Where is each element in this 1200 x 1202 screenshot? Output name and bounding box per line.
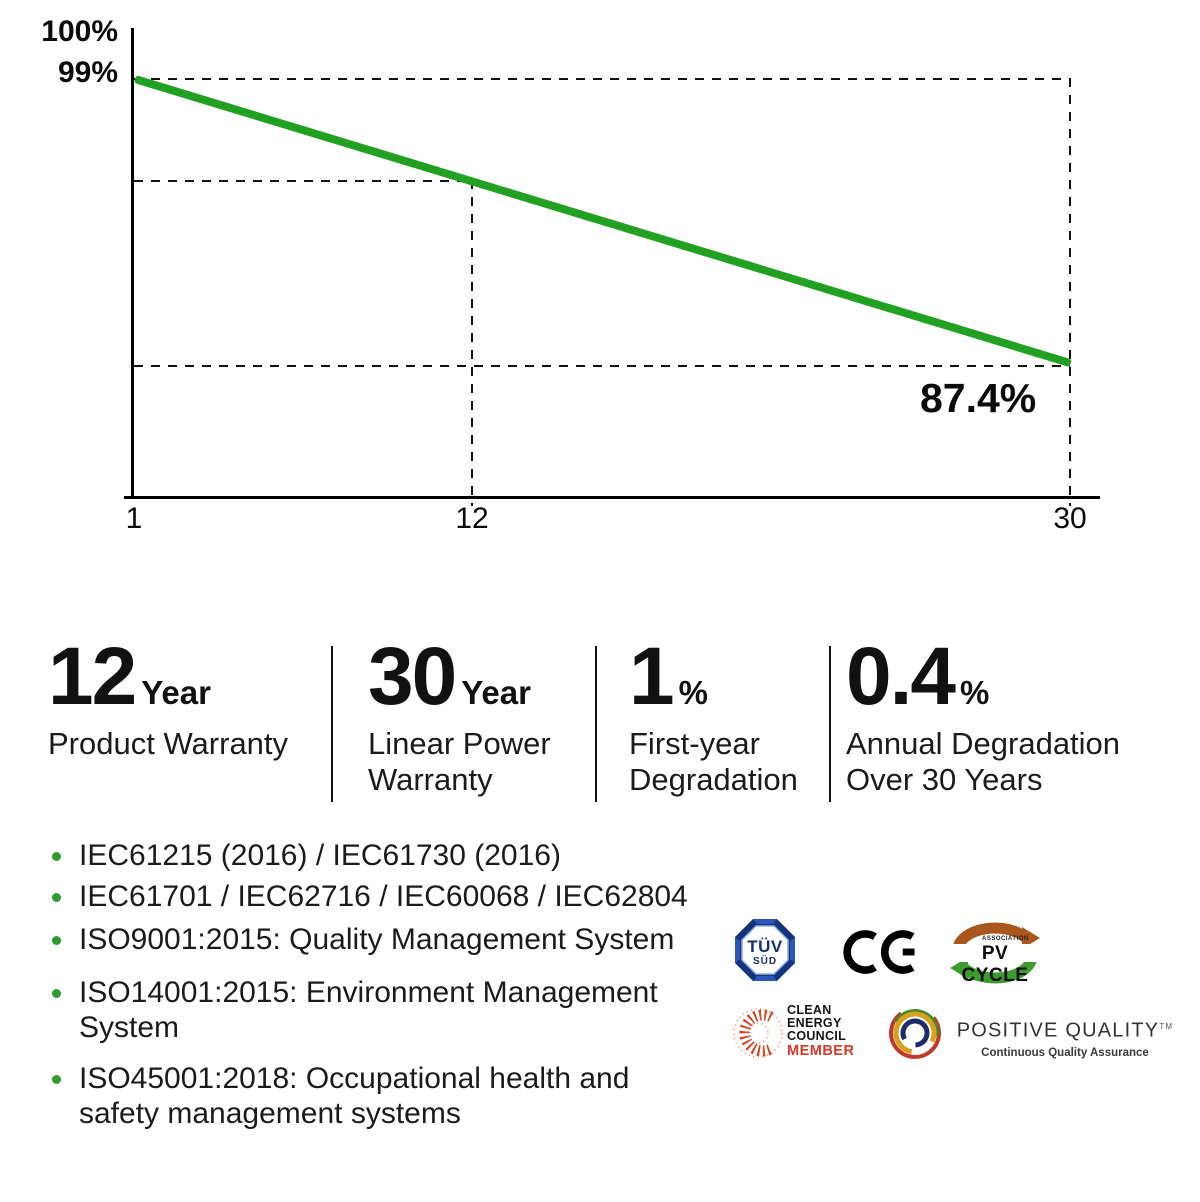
ce-mark-icon (838, 926, 918, 978)
x-axis (124, 496, 1100, 499)
stat-unit: % (960, 674, 990, 711)
certification-item: ISO9001:2015: Quality Management System (52, 922, 702, 957)
cec-member-text: MEMBER (787, 1043, 855, 1060)
stat-product-warranty: 12 Year Product Warranty (48, 636, 288, 762)
x-tick-30: 30 (1053, 502, 1087, 535)
bullet-icon (52, 989, 61, 998)
divider (595, 646, 597, 802)
certification-item: IEC61701 / IEC62716 / IEC60068 / IEC6280… (52, 879, 702, 914)
tuv-sud-logo: TÜV SÜD (733, 917, 797, 983)
pv-cycle-name-text: PV CYCLE (961, 943, 1029, 986)
certification-text: IEC61701 / IEC62716 / IEC60068 / IEC6280… (79, 880, 688, 913)
y-axis-label-100: 100% (41, 15, 118, 48)
cec-text-block: CLEAN ENERGY COUNCIL MEMBER (787, 1003, 855, 1060)
y-axis-label-99: 99% (57, 56, 118, 89)
certification-text: IEC61215 (2016) / IEC61730 (2016) (79, 839, 561, 872)
bullet-icon (52, 893, 61, 902)
stat-value-row: 30 Year (368, 636, 583, 718)
y-axis (131, 28, 134, 499)
pq-title: POSITIVE QUALITYTM (954, 1016, 1176, 1042)
stat-annual-degradation: 0.4% Annual Degradation Over 30 Years (846, 636, 1166, 798)
x-tick-1: 1 (125, 502, 143, 535)
positive-quality-logo: POSITIVE QUALITYTM Continuous Quality As… (888, 1002, 1172, 1064)
x-tick-12: 12 (455, 502, 489, 535)
trademark-symbol: TM (1159, 1022, 1174, 1031)
stat-unit: Year (461, 674, 531, 711)
certification-item: ISO45001:2018: Occupational health and s… (52, 1061, 702, 1131)
pq-subtitle: Continuous Quality Assurance (981, 1046, 1149, 1059)
cec-line: COUNCIL (787, 1028, 847, 1043)
swirl-icon (889, 1007, 941, 1059)
stat-value: 1 (629, 631, 675, 722)
stat-value: 12 (48, 631, 137, 722)
warranty-chart: 100% 99% 1 12 30 87.4% (0, 0, 1200, 560)
pv-cycle-association-text: ASSOCIATION (982, 936, 1029, 942)
certification-item: ISO14001:2015: Environment Management Sy… (52, 975, 702, 1045)
tuv-octagon-icon (735, 919, 795, 981)
stat-label: Linear Power Warranty (368, 726, 551, 797)
pq-title-text: POSITIVE QUALITY (956, 1019, 1160, 1042)
stat-value-row: 1% (629, 636, 844, 718)
ce-arcs (843, 930, 915, 974)
cec-line: ENERGY (787, 1015, 842, 1030)
stat-unit: Year (141, 674, 211, 711)
stat-value: 30 (368, 631, 457, 722)
stat-linear-power-warranty: 30 Year Linear Power Warranty (368, 636, 583, 798)
certification-text: ISO9001:2015: Quality Management System (79, 923, 675, 956)
stat-label: Product Warranty (48, 726, 289, 761)
recycle-arrows-icon (948, 922, 1042, 984)
stat-first-year-degradation: 1% First-year Degradation (629, 636, 844, 798)
guide-line-x12 (471, 180, 473, 506)
stat-value-row: 12 Year (48, 636, 288, 718)
stat-label: First-year Degradation (629, 726, 798, 797)
stat-value-row: 0.4% (846, 636, 1166, 718)
guide-line-874pct (134, 365, 1070, 367)
dotted-c-icon (733, 1008, 783, 1058)
divider (331, 646, 333, 802)
pv-cycle-logo: ASSOCIATION PV CYCLE (948, 920, 1042, 986)
guide-line-x30 (1069, 78, 1071, 506)
certification-text: ISO45001:2018: Occupational health and s… (79, 1062, 630, 1130)
guide-line-99pct (134, 78, 1070, 80)
bullet-icon (52, 936, 61, 945)
bullet-icon (52, 1075, 61, 1084)
stat-label: Annual Degradation Over 30 Years (846, 726, 1121, 797)
certification-item: IEC61215 (2016) / IEC61730 (2016) (52, 838, 702, 873)
bullet-icon (52, 852, 61, 861)
stat-unit: % (678, 674, 708, 711)
tuv-text: TÜV (747, 937, 783, 956)
certification-text: ISO14001:2015: Environment Management Sy… (79, 976, 658, 1044)
guide-line-year12 (134, 180, 472, 182)
clean-energy-council-logo: CLEAN ENERGY COUNCIL MEMBER (733, 1003, 863, 1065)
divider (829, 646, 831, 802)
tuv-sud-text: SÜD (752, 956, 778, 967)
cec-line: CLEAN (787, 1003, 832, 1017)
warranty-degradation-line (133, 75, 1072, 368)
end-value-label: 87.4% (920, 375, 1037, 421)
certifications-list: IEC61215 (2016) / IEC61730 (2016) IEC617… (52, 838, 702, 1131)
pq-text-block: POSITIVE QUALITYTM Continuous Quality As… (954, 1016, 1176, 1059)
stat-value: 0.4 (846, 631, 956, 722)
